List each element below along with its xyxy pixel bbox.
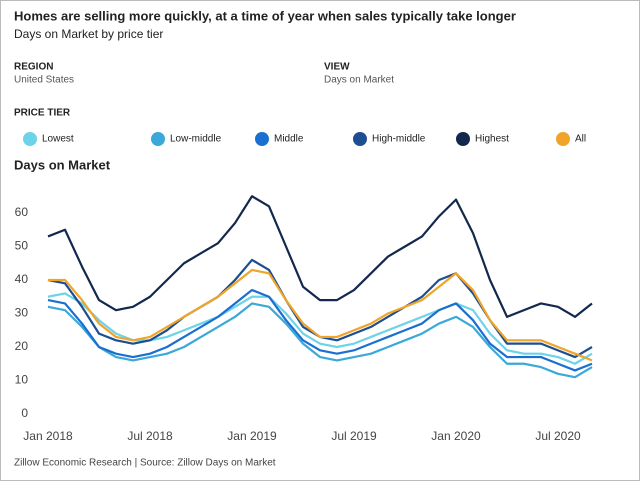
x-tick-label: Jul 2018 — [127, 429, 173, 443]
y-tick-label: 0 — [21, 406, 28, 420]
filter-value: United States — [14, 75, 74, 86]
legend-swatch — [23, 132, 37, 146]
footer: Zillow Economic Research | Source: Zillo… — [14, 458, 276, 469]
chart-title: Days on Market — [14, 157, 111, 172]
subtitle: Days on Market by price tier — [14, 27, 163, 41]
legend-label: All — [575, 134, 586, 145]
line — [47, 302, 593, 379]
x-tick-label: Jul 2019 — [331, 429, 377, 443]
y-tick-label: 30 — [15, 306, 29, 320]
title: Homes are selling more quickly, at a tim… — [14, 8, 516, 23]
filter-label: VIEW — [324, 62, 350, 73]
filter-label: REGION — [14, 62, 53, 73]
legend-label: Low-middle — [170, 134, 222, 145]
y-tick-label: 10 — [15, 373, 29, 387]
x-tick-label: Jan 2019 — [227, 429, 277, 443]
legend-swatch — [255, 132, 269, 146]
line — [47, 288, 593, 372]
legend-label: Lowest — [42, 134, 74, 145]
line — [48, 268, 593, 362]
y-tick-label: 50 — [15, 239, 29, 253]
legend-swatch — [556, 132, 570, 146]
x-tick-label: Jul 2020 — [535, 429, 581, 443]
legend-swatch — [353, 132, 367, 146]
legend-label: Middle — [274, 134, 304, 145]
x-tick-label: Jan 2018 — [23, 429, 73, 443]
filter-value: Days on Market — [324, 75, 394, 86]
line — [47, 195, 593, 318]
legend-swatch — [456, 132, 470, 146]
legend-label: Highest — [475, 134, 509, 145]
y-tick-label: 40 — [15, 272, 29, 286]
legend-swatch — [151, 132, 165, 146]
x-tick-label: Jan 2020 — [431, 429, 481, 443]
legend-label: High-middle — [372, 134, 426, 145]
legend-title: PRICE TIER — [14, 108, 71, 119]
y-tick-label: 20 — [15, 339, 29, 353]
y-tick-label: 60 — [15, 205, 29, 219]
